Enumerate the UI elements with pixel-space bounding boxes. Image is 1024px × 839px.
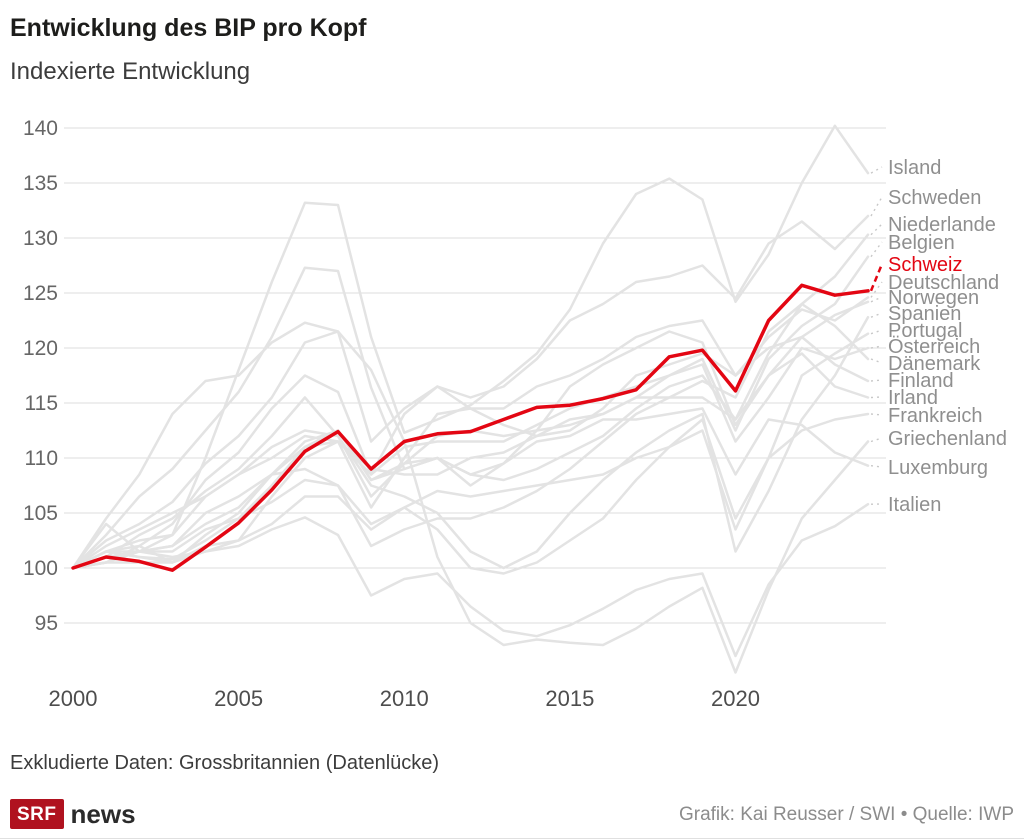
series-line-spanien	[71, 315, 870, 570]
country-label-schweiz: Schweiz	[888, 254, 962, 276]
series-line-island	[71, 124, 870, 570]
label-leader-finland	[870, 379, 883, 382]
news-wordmark: news	[70, 799, 136, 829]
country-label-griechenland: Griechenland	[888, 428, 1007, 450]
series-line-schweiz	[71, 283, 870, 572]
footer: SRF news Grafik: Kai Reusser / SWI • Que…	[10, 793, 1014, 829]
series-line-frankreich	[71, 412, 870, 570]
label-leader-irland	[870, 396, 883, 399]
srf-logo: SRF	[10, 799, 64, 829]
country-label-frankreich: Frankreich	[888, 405, 982, 427]
x-tick-label: 2005	[214, 686, 263, 711]
country-label-finland: Finland	[888, 370, 954, 392]
credit-line: Grafik: Kai Reusser / SWI • Quelle: IWP	[678, 804, 1014, 825]
x-tick-label: 2000	[49, 686, 98, 711]
y-tick-label: 110	[25, 447, 58, 470]
label-leader-portugal	[870, 329, 883, 335]
y-tick-label: 95	[35, 612, 58, 635]
line-chart: 95 100 105 110 115 120 125 130 135 140 2000 2005 201…	[23, 117, 1007, 711]
series-line-griechenland	[71, 321, 870, 674]
x-tick-label: 2010	[380, 686, 429, 711]
series-line-luxemburg	[71, 396, 870, 570]
x-tick-label: 2020	[711, 686, 760, 711]
series-line-finland	[71, 330, 870, 570]
label-leader-island	[870, 166, 883, 174]
country-label-niederlande: Niederlande	[888, 214, 996, 236]
country-label-schweden: Schweden	[888, 187, 981, 209]
srf-news-logo: SRF news	[10, 799, 136, 829]
y-tick-label: 125	[23, 282, 58, 305]
label-leader-belgien	[870, 241, 883, 258]
country-label-belgien: Belgien	[888, 232, 955, 254]
country-label-island: Island	[888, 157, 941, 179]
y-tick-label: 135	[23, 172, 58, 195]
label-leader-schweiz	[869, 263, 884, 292]
chart-title: Entwicklung des BIP pro Kopf	[10, 14, 367, 42]
series-line-belgien	[71, 255, 870, 570]
label-leader-spanien	[870, 312, 883, 318]
label-leader-österreich	[870, 345, 883, 349]
y-tick-label: 115	[25, 392, 58, 415]
y-tick-label: 130	[23, 227, 58, 250]
country-label-italien: Italien	[888, 494, 941, 516]
label-leader-griechenland	[870, 437, 883, 443]
footnote: Exkludierte Daten: Grossbritannien (Date…	[10, 752, 440, 774]
y-tick-label: 140	[23, 117, 58, 140]
label-leader-frankreich	[870, 413, 883, 416]
series-line-italien	[71, 502, 870, 658]
y-tick-label: 120	[23, 337, 58, 360]
country-label-portugal: Portugal	[888, 320, 963, 342]
country-label-spanien: Spanien	[888, 303, 961, 325]
series-line-dänemark	[71, 302, 870, 570]
x-tick-label: 2015	[545, 686, 594, 711]
label-leader-schweden	[870, 196, 883, 217]
y-tick-label: 100	[23, 557, 58, 580]
country-label-norwegen: Norwegen	[888, 287, 979, 309]
label-leader-luxemburg	[870, 465, 883, 468]
y-tick-label: 105	[23, 502, 58, 525]
country-label-luxemburg: Luxemburg	[888, 457, 988, 479]
series-line-irland	[71, 266, 870, 570]
label-leader-norwegen	[870, 296, 883, 303]
country-label-irland: Irland	[888, 387, 938, 409]
chart-subtitle: Indexierte Entwicklung	[10, 58, 251, 85]
country-label-österreich: Österreich	[888, 336, 980, 358]
label-leader-niederlande	[870, 223, 883, 236]
country-label-deutschland: Deutschland	[888, 272, 999, 294]
label-leader-dänemark	[870, 358, 883, 364]
series-line-schweden	[71, 214, 870, 570]
country-label-dänemark: Dänemark	[888, 353, 981, 375]
